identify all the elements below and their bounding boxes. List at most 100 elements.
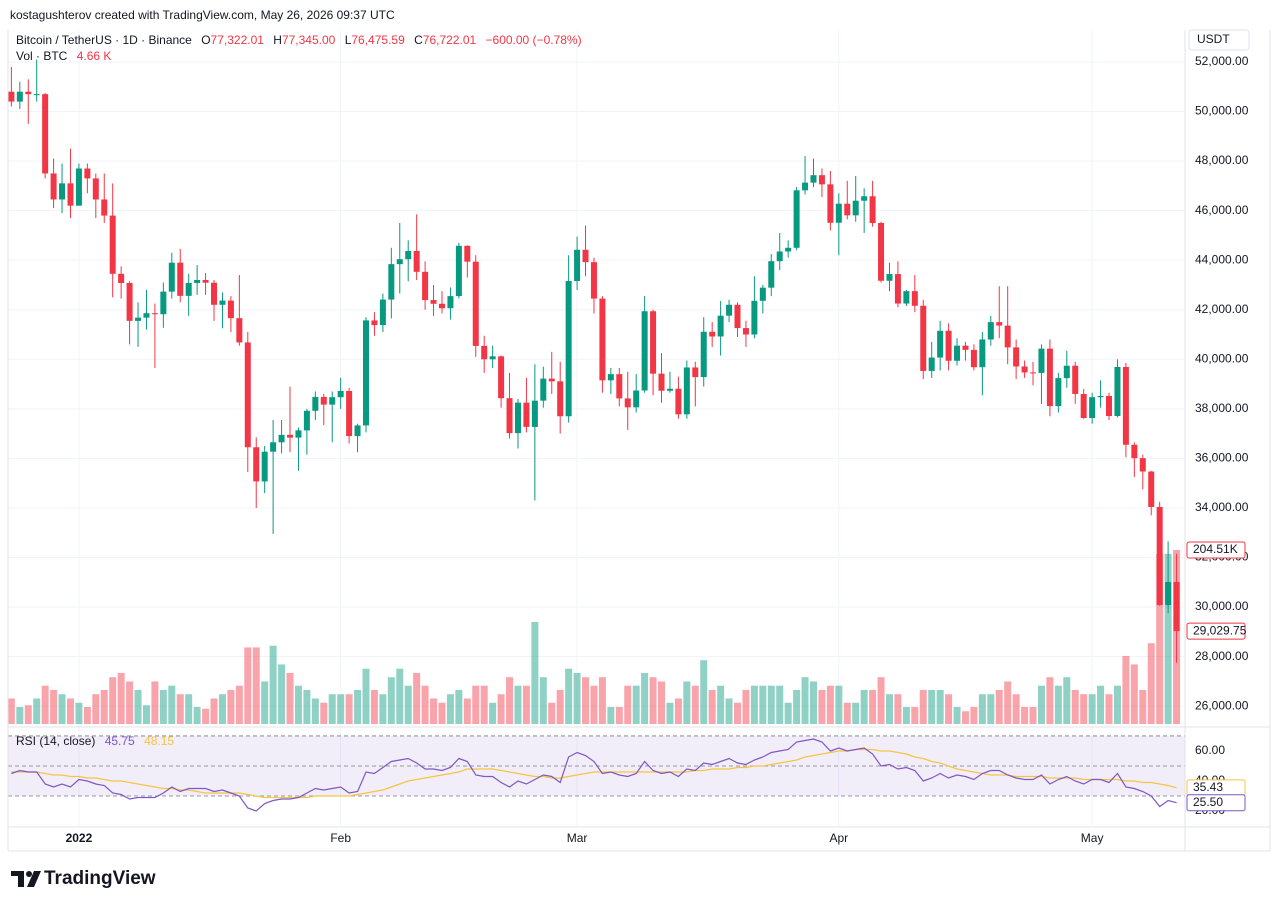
volume-bar: [1021, 706, 1029, 724]
volume-bar: [1105, 694, 1113, 724]
volume-bar: [320, 702, 328, 724]
volume-bar: [252, 647, 260, 724]
volume-bar: [624, 685, 632, 724]
volume-bar: [159, 689, 167, 724]
candle-body: [624, 398, 631, 408]
rsi-label: 25.50: [1193, 795, 1223, 809]
volume-bar: [649, 677, 657, 724]
volume-label-box: [1186, 541, 1246, 559]
volume-bar: [565, 668, 573, 724]
symbol: Bitcoin / TetherUS · 1D · Binance: [16, 33, 192, 47]
volume-bar: [151, 681, 159, 724]
volume-bar: [1122, 655, 1130, 724]
candle-body: [472, 261, 479, 346]
close-value: 76,722.01: [423, 33, 477, 47]
volume-bar: [582, 677, 590, 724]
candle-body: [1038, 348, 1045, 373]
volume-bar: [869, 689, 877, 724]
volume-bar: [235, 685, 243, 724]
candle-body: [945, 330, 952, 361]
volume-bar: [725, 698, 733, 724]
candle-body: [320, 396, 327, 405]
volume-bar: [1147, 643, 1155, 724]
candle-body: [126, 282, 133, 321]
candle-body: [987, 322, 994, 340]
volume-bar: [92, 694, 100, 724]
candle-body: [354, 425, 361, 437]
logo[interactable]: TradingView: [11, 868, 156, 889]
candle-body: [1013, 347, 1020, 367]
volume-bar: [142, 705, 150, 724]
volume-bar: [75, 702, 83, 724]
x-tick-label: 2022: [66, 831, 93, 845]
volume-bar: [978, 694, 986, 724]
candle-body: [295, 430, 302, 438]
candle-body: [438, 303, 445, 309]
y-tick-label: 36,000.00: [1195, 451, 1249, 465]
candle-body: [278, 434, 285, 443]
candle-body: [607, 374, 614, 381]
volume-bar: [117, 672, 125, 724]
candle-body: [751, 300, 758, 335]
candle-body: [422, 271, 429, 301]
candle-body: [793, 190, 800, 248]
candle-body: [557, 381, 564, 417]
candle-body: [447, 296, 454, 309]
volume-bar: [1113, 685, 1121, 724]
volume-bar: [683, 681, 691, 724]
volume-bar: [776, 685, 784, 724]
candle-body: [1063, 365, 1070, 379]
candle-body: [683, 367, 690, 415]
candle-body: [16, 91, 23, 102]
last-price-label: 29,029.75: [1193, 623, 1247, 637]
close-label: C: [414, 33, 423, 47]
volume-bar: [928, 689, 936, 724]
candle-body: [540, 378, 547, 401]
volume-bar: [734, 702, 742, 724]
volume-bar: [345, 694, 353, 724]
candle-body: [1106, 395, 1113, 417]
currency[interactable]: USDT: [1197, 32, 1230, 46]
candle-body: [67, 183, 74, 206]
axes: 26,000.0028,000.0030,000.0032,000.0034,0…: [66, 54, 1249, 845]
candle-body: [455, 245, 462, 297]
open-value: 77,322.01: [211, 33, 265, 47]
volume-bar: [185, 694, 193, 724]
volume-bar: [261, 681, 269, 724]
candle-body: [717, 315, 724, 337]
rsi-tick-label: 60.00: [1195, 743, 1225, 757]
candle-body: [1097, 395, 1104, 398]
volume-bar: [294, 685, 302, 724]
volume-bar: [885, 694, 893, 724]
candle-body: [1156, 506, 1163, 606]
volume-bar: [1054, 685, 1062, 724]
volume-bar: [58, 694, 66, 724]
volume-bar: [522, 685, 530, 724]
brand[interactable]: TradingView: [44, 868, 156, 889]
candle-body: [818, 175, 825, 185]
volume-bar: [750, 685, 758, 724]
candle-body: [979, 339, 986, 368]
volume-bar: [936, 689, 944, 724]
volume-bar: [269, 645, 277, 724]
currency-box[interactable]: [1188, 29, 1250, 51]
candle-body: [1165, 582, 1172, 606]
volume-bar: [759, 685, 767, 724]
volume-bar: [379, 694, 387, 724]
candle-body: [481, 345, 488, 360]
volume-bar: [514, 685, 522, 724]
candle-body: [135, 317, 142, 321]
candle-body: [1131, 444, 1138, 459]
candle-body: [970, 349, 977, 368]
volume-bar: [370, 689, 378, 724]
volume-bar: [50, 689, 58, 724]
volume-bar: [480, 685, 488, 724]
candle-body: [253, 447, 260, 482]
volume-bar: [1004, 681, 1012, 724]
candle-body: [244, 342, 251, 448]
volume-bar: [404, 685, 412, 724]
candle-body: [802, 182, 809, 191]
candle-body: [109, 215, 116, 274]
candle-body: [1173, 582, 1180, 632]
volume-bar: [134, 689, 142, 724]
